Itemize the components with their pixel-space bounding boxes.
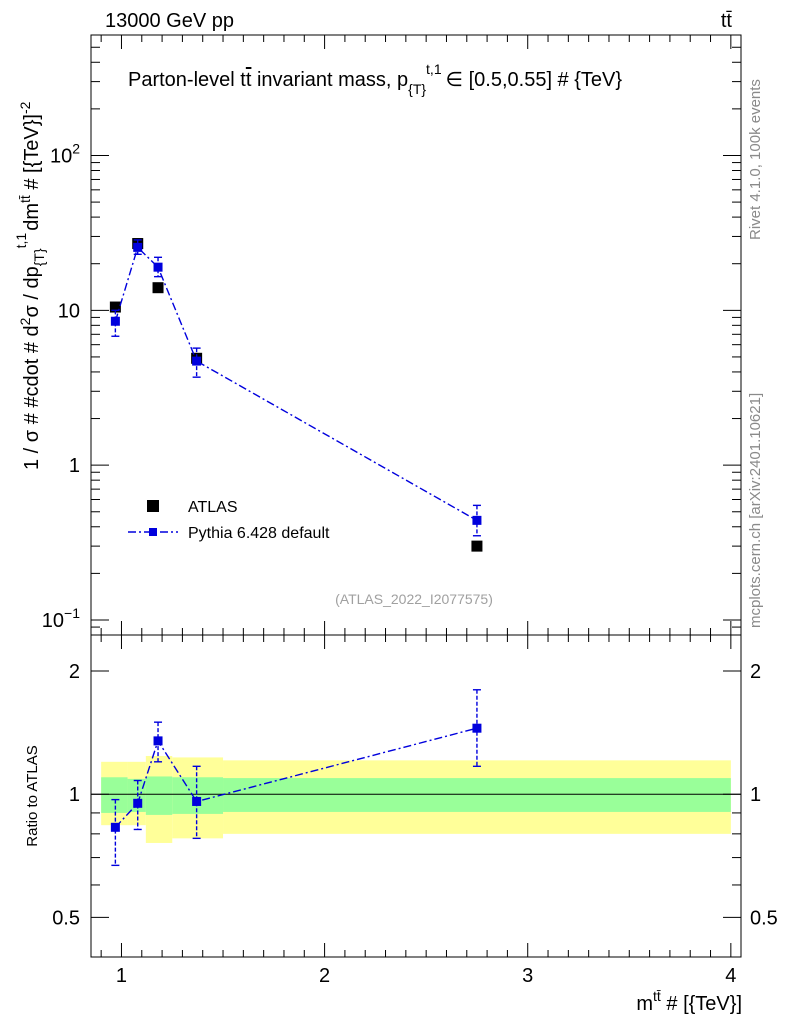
pythia-ratio-marker bbox=[153, 736, 163, 746]
pythia-ratio-marker bbox=[133, 798, 143, 808]
pythia-line bbox=[114, 246, 478, 522]
ratio-y-tick-label-right: 1 bbox=[750, 784, 761, 806]
main-y-label: 1 / σ # #cdot # d2σ / dp{T}t,1dmtt̄ # [{… bbox=[13, 101, 47, 470]
rivet-label: Rivet 4.1.0, 100k events bbox=[747, 79, 764, 240]
ratio-y-tick-label: 2 bbox=[69, 661, 80, 683]
y-tick-label: 102 bbox=[50, 140, 80, 167]
ratio-y-tick-label: 1 bbox=[69, 784, 80, 806]
ratio-band-green bbox=[172, 777, 224, 814]
mcplots-label: mcplots.cern.ch [arXiv:2401.10621] bbox=[747, 393, 764, 628]
pythia-ratio-marker bbox=[192, 796, 202, 806]
pythia-ratio-marker bbox=[472, 723, 482, 733]
legend-atlas-marker bbox=[147, 500, 159, 512]
y-tick-label: 10 bbox=[58, 300, 80, 322]
title-tbar: t bbox=[246, 69, 252, 91]
y-tick-label: 10−1 bbox=[42, 605, 80, 632]
ratio-axes: 1 2 3 4 0.5 0.5 1 1 2 2 bbox=[52, 635, 778, 987]
atlas-data-point bbox=[109, 301, 121, 313]
ratio-y-tick-label: 0.5 bbox=[52, 907, 80, 929]
legend-pythia-marker bbox=[149, 528, 157, 536]
ratio-band-green bbox=[145, 776, 173, 815]
ratio-band-green bbox=[101, 777, 128, 813]
analysis-watermark: (ATLAS_2022_I2077575) bbox=[335, 591, 493, 607]
legend-atlas-label: ATLAS bbox=[188, 499, 238, 516]
atlas-data-point bbox=[152, 282, 164, 294]
atlas-data-point bbox=[471, 540, 483, 552]
x-tick-label: 4 bbox=[725, 965, 736, 987]
main-series-layer bbox=[109, 238, 483, 552]
ratio-bands bbox=[91, 755, 741, 843]
title-post: ∈ [0.5,0.55] # {TeV} bbox=[446, 69, 623, 91]
pythia-marker bbox=[110, 316, 120, 326]
energy-label: 13000 GeV pp bbox=[105, 10, 234, 32]
pythia-marker bbox=[192, 356, 202, 366]
ratio-frame bbox=[90, 634, 742, 958]
x-tick-label: 2 bbox=[319, 965, 330, 987]
x-axis-label: mtt̄ # [{TeV}] bbox=[636, 988, 742, 1015]
legend-pythia-label: Pythia 6.428 default bbox=[188, 525, 330, 542]
y-tick-label: 1 bbox=[69, 455, 80, 477]
pythia-marker bbox=[133, 242, 143, 252]
pythia-marker bbox=[472, 515, 482, 525]
x-tick-label: 1 bbox=[116, 965, 127, 987]
title-mid: invariant mass, p bbox=[251, 69, 408, 91]
title-sup: t,1 bbox=[426, 61, 442, 77]
x-tick-label: 3 bbox=[522, 965, 533, 987]
pythia-ratio-marker bbox=[110, 822, 120, 832]
ratio-y-tick-label-right: 2 bbox=[750, 661, 761, 683]
main-axes: 10−1 1 10 102 bbox=[42, 34, 741, 636]
title-sub: {T} bbox=[408, 81, 426, 97]
pythia-marker bbox=[153, 262, 163, 272]
ratio-y-label: Ratio to ATLAS bbox=[24, 745, 41, 846]
ratio-series-layer bbox=[110, 689, 482, 867]
main-title: Parton-level tt invariant mass, p{T}t,1 ∈… bbox=[128, 61, 622, 97]
process-label: tt̄ bbox=[721, 10, 733, 32]
legend: ATLAS Pythia 6.428 default bbox=[128, 499, 330, 542]
title-pre: Parton-level t bbox=[128, 69, 246, 91]
ratio-band-green bbox=[223, 778, 731, 812]
ratio-y-tick-label-right: 0.5 bbox=[750, 907, 778, 929]
